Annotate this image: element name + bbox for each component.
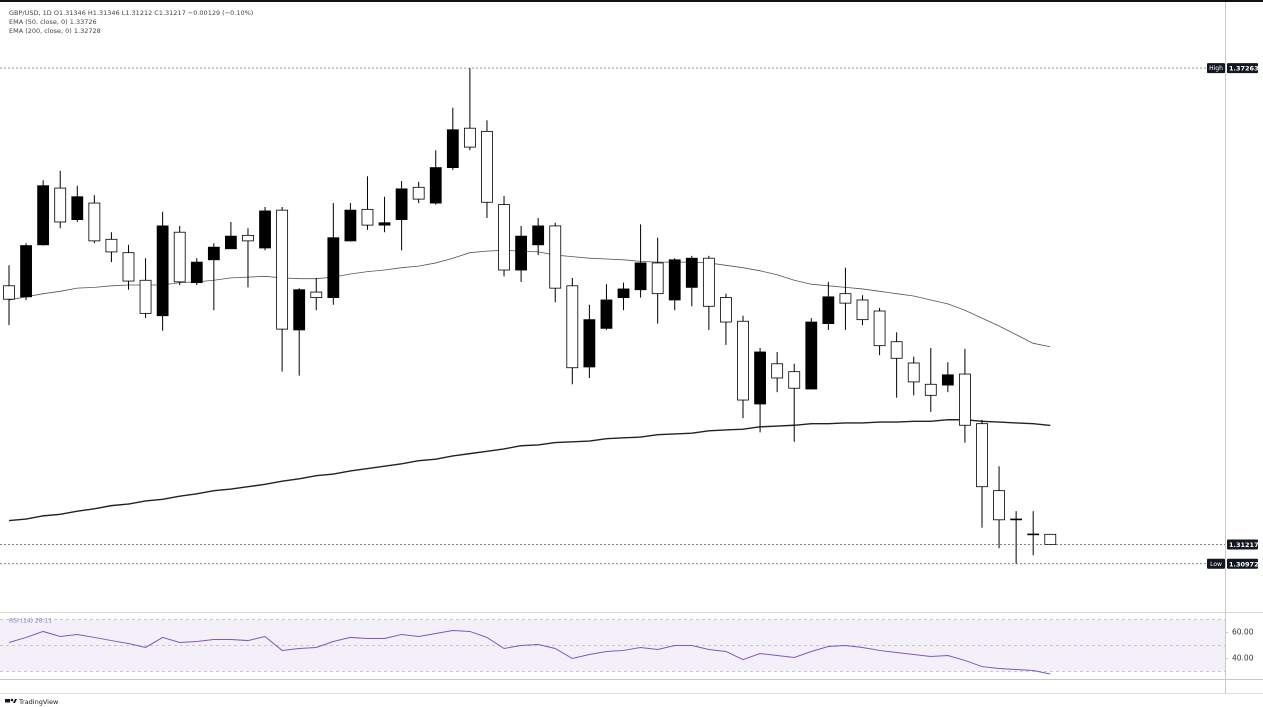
candle-body (993, 490, 1005, 521)
price-tag-value: 1.30972 (1229, 560, 1259, 568)
candle-body (395, 188, 408, 221)
candle-body (293, 289, 306, 331)
logo-mark (5, 699, 10, 703)
candle-body (3, 285, 15, 300)
price-tag-label: Low (1210, 561, 1222, 568)
candle-body (685, 257, 698, 288)
candle-body (873, 310, 886, 347)
legend-entry: EMA (200, close, 0) 1.32728 (9, 27, 101, 35)
candle-body (361, 208, 374, 226)
footer-brand: TradingView (18, 698, 59, 706)
candle-body (805, 321, 818, 390)
candle-body (310, 291, 323, 299)
candle-body (207, 246, 220, 261)
ema-line (8, 249, 1051, 348)
indicator-line (8, 630, 1051, 675)
candle-body (515, 235, 527, 271)
candle-body (429, 167, 442, 204)
candle-body (412, 186, 425, 200)
candle-body (88, 202, 101, 242)
indicator-title: RSI (14) 28.11 (9, 618, 52, 625)
candle-body (463, 127, 476, 148)
logo-mark (13, 699, 17, 703)
grid-layer (0, 619, 1228, 672)
candle-body (225, 235, 237, 250)
candle-body (498, 204, 510, 271)
candle-body (634, 262, 647, 291)
candle-body (1027, 533, 1040, 536)
candle-body (37, 185, 50, 246)
candle-body (720, 297, 732, 323)
candle-body (924, 383, 937, 396)
y-tick-label: 40.00 (1232, 654, 1254, 663)
candle-body (583, 319, 596, 368)
candle-body (446, 129, 459, 168)
chart-title: GBP/USD, 1D O1.31346 H1.31346 L1.31212 C… (9, 9, 253, 17)
candle-body (54, 187, 67, 223)
candle-body (20, 245, 32, 298)
candle-body (668, 259, 681, 301)
price-tag-value: 1.37263 (1229, 65, 1259, 73)
candle-body (549, 225, 562, 289)
candle-body (976, 423, 988, 488)
candle-body (771, 363, 784, 379)
candle-body (856, 299, 869, 321)
price-tag-box (1207, 558, 1225, 569)
candle-body (378, 222, 391, 226)
price-tag (1227, 558, 1258, 569)
candle-body (566, 285, 579, 369)
candle-body (941, 374, 954, 386)
legend-entry: EMA (50, close, 0) 1.33726 (9, 18, 97, 26)
candle-body (532, 225, 545, 246)
candle-body (344, 209, 357, 242)
candle-body (190, 261, 203, 284)
price-tag-label: High (1209, 65, 1223, 72)
candle-body (105, 238, 118, 253)
candle-body (327, 237, 340, 299)
candle-body (173, 231, 186, 283)
logo (5, 698, 17, 703)
candle-body (737, 320, 749, 401)
top-border (0, 0, 1263, 2)
candle-body (122, 252, 135, 282)
candle-body (839, 293, 852, 304)
price-tag (1227, 539, 1258, 550)
candle-body (71, 196, 84, 221)
candle-body (1044, 533, 1057, 545)
candle-body (600, 299, 613, 329)
labels-layer: GBP/USD, 1D O1.31346 H1.31346 L1.31212 C… (5, 9, 1259, 706)
candle-body (276, 209, 289, 330)
candle-body (822, 296, 835, 325)
candle-body (651, 262, 664, 295)
ema-line (8, 419, 1051, 522)
marks-layer (0, 67, 1225, 675)
candle-body (1010, 518, 1023, 521)
logo-mark (10, 698, 14, 702)
candle-body (139, 279, 152, 314)
price-tag (1227, 63, 1258, 74)
candle-body (907, 362, 920, 383)
price-tag-box (1207, 63, 1225, 74)
candle-body (156, 225, 169, 317)
candle-body (959, 373, 971, 426)
candle-body (890, 341, 903, 359)
candle-body (788, 371, 801, 389)
price-tag-value: 1.31217 (1229, 541, 1259, 549)
candle-body (242, 234, 254, 242)
candle-body (702, 257, 715, 307)
y-tick-label: 60.00 (1232, 628, 1254, 637)
candle-body (754, 351, 766, 405)
candle-body (617, 288, 630, 299)
candle-body (481, 130, 493, 203)
candle-body (259, 210, 271, 249)
